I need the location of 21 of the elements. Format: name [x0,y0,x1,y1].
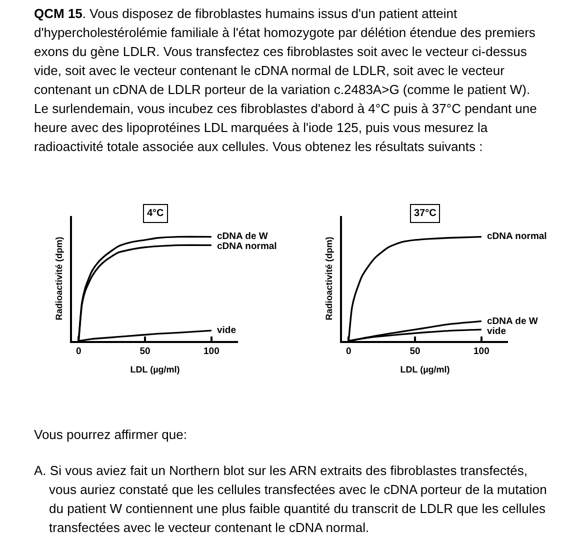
chart-title: 37°C [414,208,436,219]
text: A. Si vous aviez fait un Northern blot sur les ARN extraits des fibroblastes transfectés, vous auriez constaté que les cellules transfectées avec le cDNA porteur de la mutation du patient W contiennent une plus faible quantité du transcrit de LDLR que les cellules transfectées avec le vecteur contenant le cDNA normal. [34,463,547,535]
series-label: cDNA de W [217,231,268,242]
x-tick-label: 50 [140,346,150,358]
series-label: cDNA normal [217,241,277,252]
x-tick-label: 100 [474,346,490,358]
series-label: vide [487,326,506,337]
text: Vous pourrez affirmer que: [34,427,187,442]
x-tick-label: 100 [204,346,220,358]
series-label: cDNA normal [487,231,547,242]
x-tick-label: 0 [76,346,82,358]
y-axis-title: Radioactivité (dpm) [324,236,334,320]
x-axis-title: LDL (µg/ml) [400,364,450,374]
y-axis-title: Radioactivité (dpm) [54,236,64,320]
series-label: cDNA de W [487,316,538,327]
x-tick-label: 50 [410,346,420,358]
chart-title: 4°C [147,208,164,219]
series-label: vide [217,325,236,336]
text: QCM 15. Vous disposez de fibroblastes humains issus d'un patient atteint d'hypercholestérolémie familiale à l'état homozygote par délétion étendue des premiers exons du gène LDLR. Vous transfectez ces fibroblastes soit avec le vecteur ci-dessus vide, soit avec le vecteur contenant le cDNA normal de LDLR, soit avec le vecteur contenant un cDNA de LDLR porteur de la variation c.2483A>G (comme le patient W). Le surlendemain, vous incubez ces fibroblastes d'abord à 4°C puis à 37°C pendant une heure avec des lipoprotéines LDL marquées à l'iode 125, puis vous mesurez la radioactivité totale associée aux cellules. Vous obtenez les résultats suivants : [34,6,537,154]
x-axis-title: LDL (µg/ml) [130,364,180,374]
x-tick-label: 0 [346,346,352,358]
